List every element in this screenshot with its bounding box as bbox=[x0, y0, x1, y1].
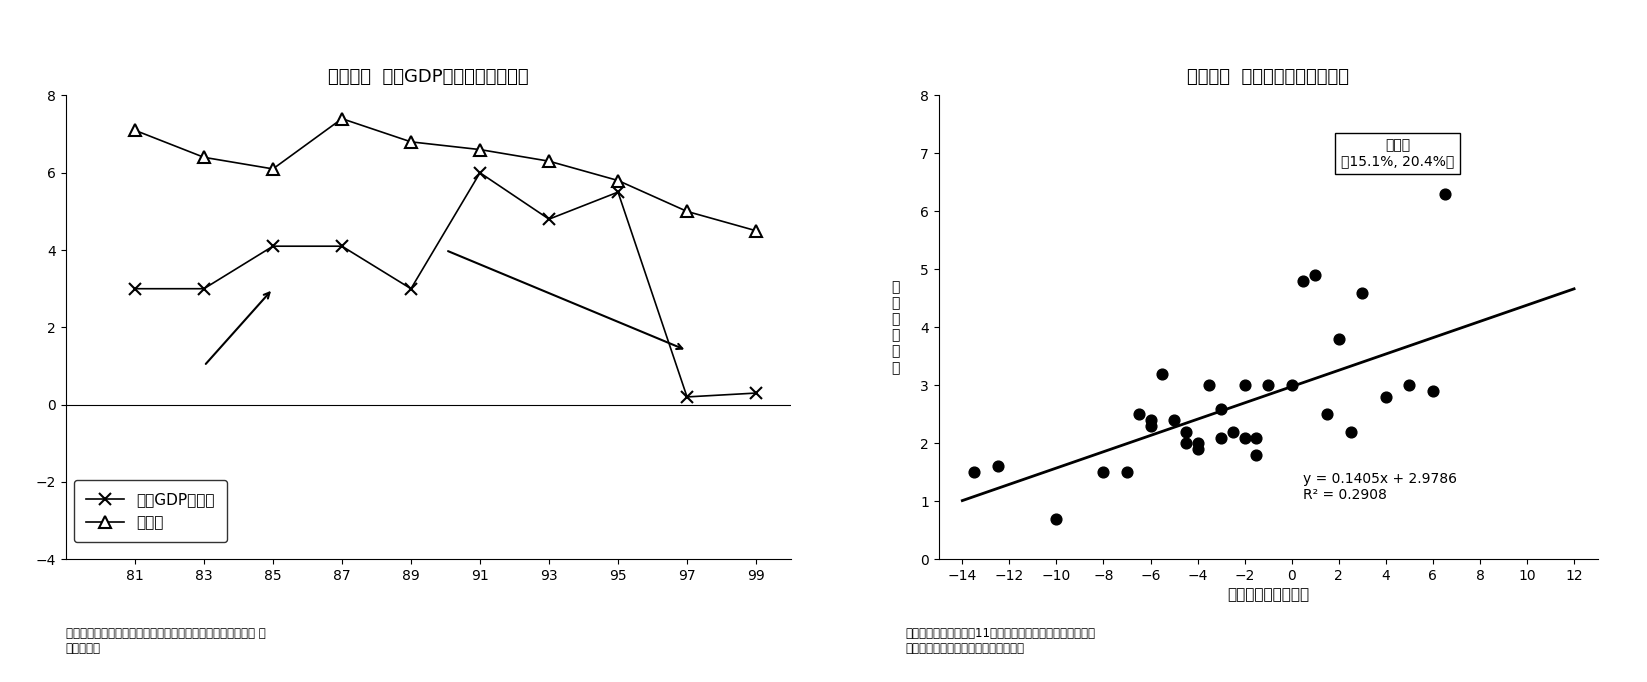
Line: 開業率: 開業率 bbox=[130, 113, 761, 236]
開業率 bbox=[608, 177, 628, 185]
Point bbox=[1150, 368, 1176, 379]
Point bbox=[985, 461, 1011, 472]
Point bbox=[1207, 432, 1234, 443]
開業率 bbox=[333, 115, 352, 123]
実質GDP伸び率 bbox=[333, 242, 352, 250]
開業率 bbox=[125, 126, 145, 134]
開業率 bbox=[539, 157, 558, 165]
Point bbox=[1173, 426, 1199, 437]
Point bbox=[1243, 432, 1270, 443]
Point bbox=[1303, 269, 1329, 280]
実質GDP伸び率 bbox=[677, 393, 697, 401]
実質GDP伸び率 bbox=[608, 188, 628, 196]
Text: （資料）総務省『平成11年事業所・企業統計調査報告』、
　　　　内閣府『国民経済計算年報』: （資料）総務省『平成11年事業所・企業統計調査報告』、 内閣府『国民経済計算年報… bbox=[906, 627, 1095, 655]
Title: 図表－４  実質GDPの伸び率と開業率: 図表－４ 実質GDPの伸び率と開業率 bbox=[328, 68, 529, 86]
Point bbox=[1314, 409, 1341, 419]
開業率 bbox=[677, 207, 697, 216]
Point bbox=[1255, 380, 1281, 391]
Point bbox=[1420, 385, 1446, 396]
Point bbox=[1196, 380, 1222, 391]
Point bbox=[1431, 188, 1458, 199]
Point bbox=[1125, 409, 1151, 419]
Title: 図表－５  産業の成長率と開業率: 図表－５ 産業の成長率と開業率 bbox=[1187, 68, 1349, 86]
Point bbox=[1326, 333, 1352, 344]
Point bbox=[1113, 466, 1140, 477]
Point bbox=[1173, 438, 1199, 449]
Point bbox=[1290, 276, 1316, 286]
Point bbox=[1232, 432, 1258, 443]
開業率 bbox=[469, 145, 489, 153]
Text: （資料）内閣府『国民経済計算年報』、厚生労働省『雇用保 険
事業年報』: （資料）内閣府『国民経済計算年報』、厚生労働省『雇用保 険 事業年報』 bbox=[66, 627, 265, 655]
実質GDP伸び率 bbox=[402, 284, 422, 293]
Y-axis label: （
開
業
率
％
）: （ 開 業 率 ％ ） bbox=[891, 280, 899, 375]
Point bbox=[1043, 513, 1069, 524]
Legend: 実質GDP伸び率, 開業率: 実質GDP伸び率, 開業率 bbox=[74, 480, 227, 542]
Point bbox=[1278, 380, 1304, 391]
Point bbox=[1184, 443, 1211, 454]
Point bbox=[1138, 415, 1164, 426]
Line: 実質GDP伸び率: 実質GDP伸び率 bbox=[130, 167, 761, 402]
Text: y = 0.1405x + 2.9786
R² = 0.2908: y = 0.1405x + 2.9786 R² = 0.2908 bbox=[1303, 472, 1458, 503]
Point bbox=[1349, 287, 1375, 298]
実質GDP伸び率 bbox=[194, 284, 214, 293]
開業率 bbox=[402, 138, 422, 146]
Point bbox=[1337, 426, 1364, 437]
開業率 bbox=[746, 226, 766, 235]
Point bbox=[1220, 426, 1247, 437]
Point bbox=[1184, 438, 1211, 449]
開業率 bbox=[194, 153, 214, 162]
Text: 通信業
（15.1%, 20.4%）: 通信業 （15.1%, 20.4%） bbox=[1341, 138, 1454, 168]
Point bbox=[1161, 415, 1187, 426]
実質GDP伸び率 bbox=[539, 215, 558, 223]
Point bbox=[1090, 466, 1117, 477]
Point bbox=[1243, 449, 1270, 460]
Point bbox=[1232, 380, 1258, 391]
Point bbox=[960, 466, 987, 477]
開業率 bbox=[264, 165, 283, 173]
実質GDP伸び率 bbox=[469, 168, 489, 177]
Point bbox=[1138, 420, 1164, 432]
Point bbox=[1397, 380, 1423, 391]
Point bbox=[1207, 403, 1234, 414]
実質GDP伸び率 bbox=[264, 242, 283, 250]
X-axis label: （産業成長率：％）: （産業成長率：％） bbox=[1227, 587, 1309, 602]
実質GDP伸び率 bbox=[746, 389, 766, 397]
実質GDP伸び率 bbox=[125, 284, 145, 293]
Point bbox=[1372, 391, 1398, 402]
